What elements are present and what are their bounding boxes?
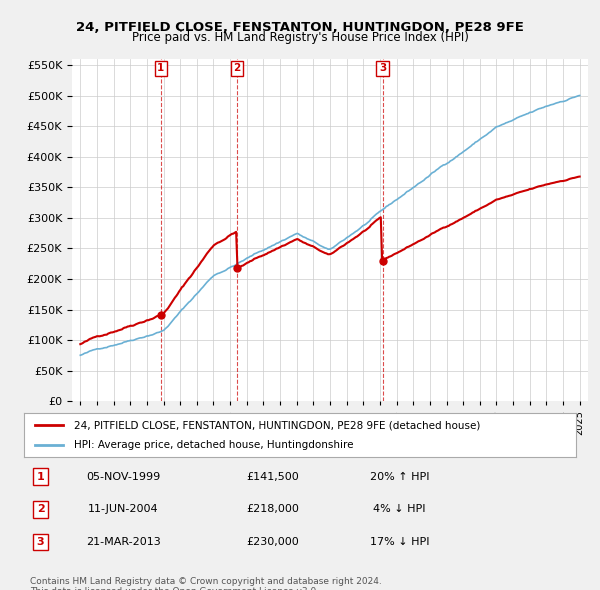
Text: £218,000: £218,000 (246, 504, 299, 514)
Text: 3: 3 (379, 63, 386, 73)
Text: 2: 2 (37, 504, 44, 514)
Text: 11-JUN-2004: 11-JUN-2004 (88, 504, 158, 514)
Text: 21-MAR-2013: 21-MAR-2013 (86, 537, 161, 547)
Text: 17% ↓ HPI: 17% ↓ HPI (370, 537, 429, 547)
Text: Price paid vs. HM Land Registry's House Price Index (HPI): Price paid vs. HM Land Registry's House … (131, 31, 469, 44)
Text: 24, PITFIELD CLOSE, FENSTANTON, HUNTINGDON, PE28 9FE (detached house): 24, PITFIELD CLOSE, FENSTANTON, HUNTINGD… (74, 421, 480, 430)
Text: £141,500: £141,500 (246, 471, 299, 481)
Text: 1: 1 (157, 63, 164, 73)
Text: 2: 2 (233, 63, 241, 73)
Text: 4% ↓ HPI: 4% ↓ HPI (373, 504, 425, 514)
Text: 1: 1 (37, 471, 44, 481)
Text: 3: 3 (37, 537, 44, 547)
Text: 05-NOV-1999: 05-NOV-1999 (86, 471, 160, 481)
Text: HPI: Average price, detached house, Huntingdonshire: HPI: Average price, detached house, Hunt… (74, 440, 353, 450)
Text: Contains HM Land Registry data © Crown copyright and database right 2024.
This d: Contains HM Land Registry data © Crown c… (30, 577, 382, 590)
Text: 24, PITFIELD CLOSE, FENSTANTON, HUNTINGDON, PE28 9FE: 24, PITFIELD CLOSE, FENSTANTON, HUNTINGD… (76, 21, 524, 34)
Text: 20% ↑ HPI: 20% ↑ HPI (370, 471, 429, 481)
Text: £230,000: £230,000 (246, 537, 299, 547)
